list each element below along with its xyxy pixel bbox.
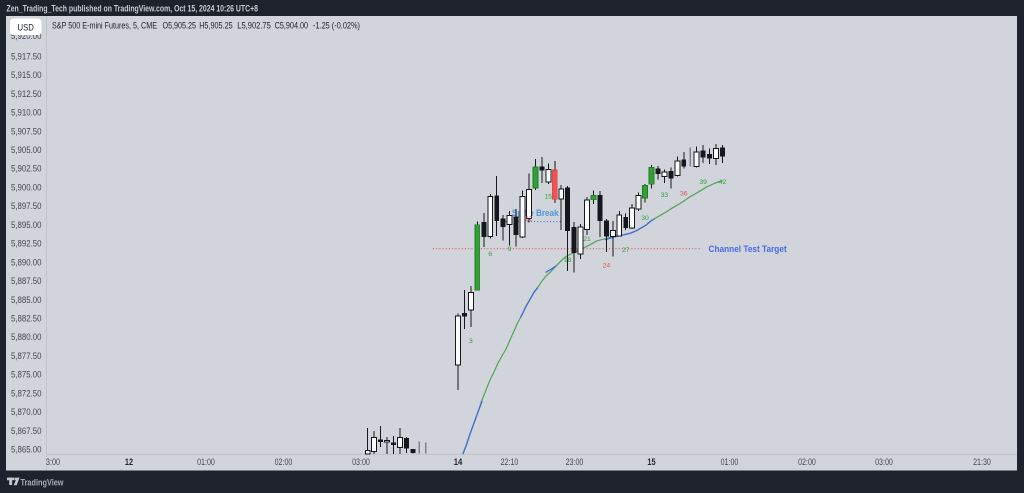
svg-text:5,885.00: 5,885.00 (11, 295, 42, 305)
svg-text:12: 12 (125, 457, 133, 467)
svg-text:5,870.00: 5,870.00 (11, 407, 42, 417)
svg-text:5,917.50: 5,917.50 (11, 51, 42, 61)
svg-text:Zen_Trading_Tech published on: Zen_Trading_Tech published on TradingVie… (7, 3, 259, 13)
svg-text:12: 12 (525, 215, 533, 222)
svg-text:S&P 500 E-mini Futures, 5, CME: S&P 500 E-mini Futures, 5, CME (52, 21, 157, 31)
svg-text:H5,905.25: H5,905.25 (199, 21, 233, 31)
svg-text:5,867.50: 5,867.50 (11, 426, 42, 436)
svg-text:5,900.00: 5,900.00 (11, 182, 42, 192)
svg-text:Channel Test Target: Channel Test Target (709, 244, 787, 254)
svg-text:42: 42 (719, 179, 727, 186)
svg-text:3: 3 (469, 338, 473, 345)
svg-text:21:30: 21:30 (973, 457, 991, 467)
svg-text:Spike Break: Spike Break (512, 208, 559, 218)
svg-text:O5,905.25: O5,905.25 (163, 21, 197, 31)
svg-text:15: 15 (545, 194, 553, 201)
svg-text:5,875.00: 5,875.00 (11, 370, 42, 380)
svg-text:5,880.00: 5,880.00 (11, 332, 42, 342)
svg-text:5,877.50: 5,877.50 (11, 351, 42, 361)
svg-text:36: 36 (680, 191, 688, 198)
svg-text:03:00: 03:00 (875, 457, 893, 467)
svg-text:6: 6 (488, 251, 492, 258)
svg-text:L5,902.75: L5,902.75 (237, 21, 270, 31)
svg-text:5,907.50: 5,907.50 (11, 126, 42, 136)
svg-text:USD: USD (18, 22, 34, 33)
svg-text:21: 21 (583, 236, 591, 243)
svg-text:9: 9 (508, 246, 512, 253)
svg-text:5,902.50: 5,902.50 (11, 164, 42, 174)
svg-text:33: 33 (661, 192, 669, 199)
svg-text:5,905.00: 5,905.00 (11, 145, 42, 155)
svg-text:5,920.00: 5,920.00 (11, 31, 42, 41)
svg-text:02:00: 02:00 (275, 457, 293, 467)
svg-text:39: 39 (699, 179, 707, 186)
svg-text:5,915.00: 5,915.00 (11, 70, 42, 80)
svg-text:03:00: 03:00 (352, 457, 370, 467)
svg-text:27: 27 (622, 247, 630, 254)
svg-text:5,890.00: 5,890.00 (11, 257, 42, 267)
svg-text:5,910.00: 5,910.00 (11, 108, 42, 118)
svg-text:18: 18 (564, 257, 572, 264)
svg-text:5,872.50: 5,872.50 (11, 388, 42, 398)
svg-text:3:00: 3:00 (46, 457, 60, 467)
svg-text:22:10: 22:10 (501, 457, 519, 467)
svg-text:5,912.50: 5,912.50 (11, 89, 42, 99)
svg-text:15: 15 (647, 457, 655, 467)
svg-text:23:00: 23:00 (566, 457, 584, 467)
svg-text:-1.25 (-0.02%): -1.25 (-0.02%) (313, 21, 360, 31)
svg-text:C5,904.00: C5,904.00 (275, 21, 309, 31)
svg-text:5,865.00: 5,865.00 (11, 445, 42, 455)
svg-text:02:00: 02:00 (798, 457, 816, 467)
svg-text:01:00: 01:00 (721, 457, 739, 467)
svg-text:5,887.50: 5,887.50 (11, 276, 42, 286)
svg-text:30: 30 (641, 215, 649, 222)
svg-text:24: 24 (603, 263, 611, 270)
svg-text:TradingView: TradingView (21, 477, 65, 487)
svg-text:5,895.00: 5,895.00 (11, 220, 42, 230)
svg-text:5,897.50: 5,897.50 (11, 201, 42, 211)
svg-text:14: 14 (454, 457, 463, 467)
svg-text:5,882.50: 5,882.50 (11, 314, 42, 324)
svg-text:01:00: 01:00 (197, 457, 215, 467)
svg-text:5,892.50: 5,892.50 (11, 239, 42, 249)
